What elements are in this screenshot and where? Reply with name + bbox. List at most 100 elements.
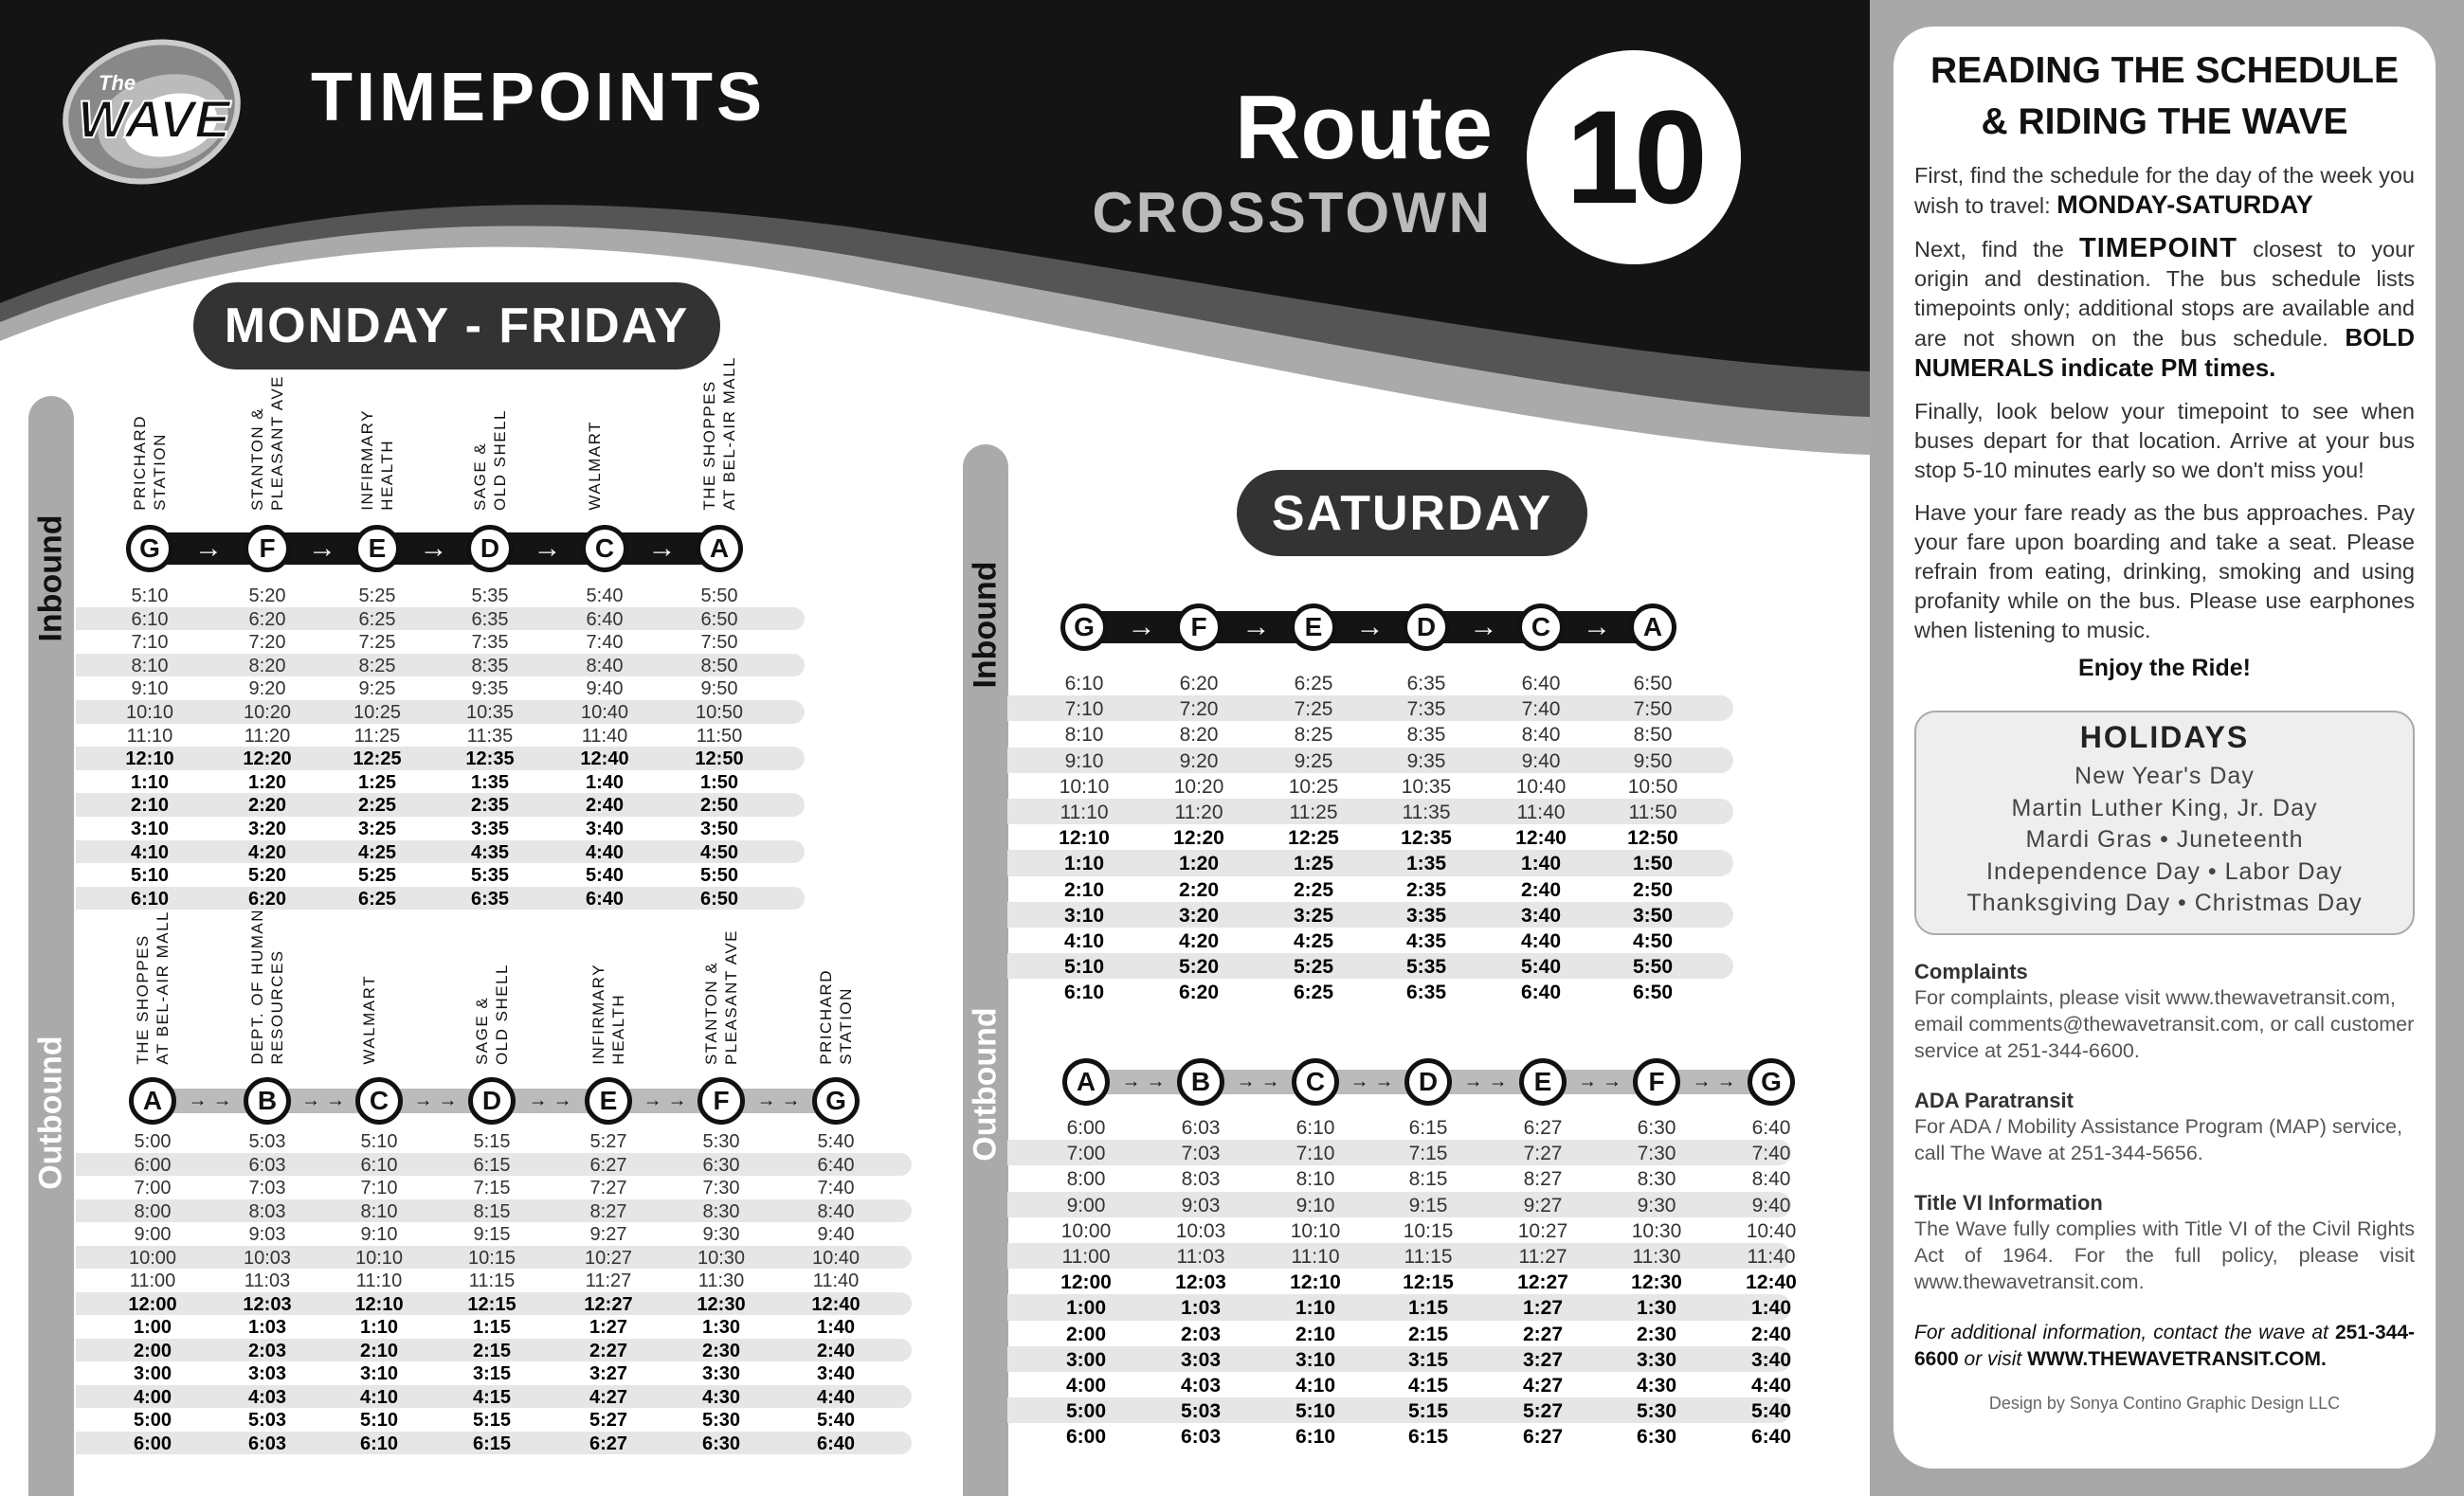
weekday-outbound-arrow-icon: → [667,1090,687,1111]
saturday-outbound-time-cell: 8:03 [1181,1168,1221,1191]
weekday-outbound-arrow-icon: → [413,1090,433,1111]
weekday-outbound-time-cell: 9:15 [473,1224,511,1245]
saturday-outbound-time-cell: 10:15 [1403,1219,1454,1242]
weekday-outbound-time-cell: 11:40 [812,1271,860,1291]
weekday-inbound-row-stripe [76,747,805,770]
contact-phone[interactable]: 251-344-6600 [1914,1321,2415,1370]
weekday-outbound-time-cell: 6:10 [360,1154,398,1176]
saturday-outbound-timepoint-c: C [1292,1058,1339,1106]
saturday-outbound-time-cell: 5:27 [1522,1400,1564,1423]
weekday-outbound-time-cell: 5:03 [248,1131,286,1152]
weekday-outbound-time-cell: 12:15 [467,1293,516,1315]
weekday-outbound-time-cell: 2:00 [133,1340,172,1361]
weekday-outbound-time-cell: 6:40 [816,1433,856,1454]
saturday-outbound-row-stripe [1007,1191,1791,1217]
saturday-outbound-label: Outbound [967,1007,1004,1162]
saturday-inbound-timepoint-a: A [1629,604,1676,651]
weekday-outbound-time-cell: 1:40 [816,1317,856,1338]
holiday-line: Thanksgiving Day • Christmas Day [1966,890,2363,916]
weekday-inbound-time-cell: 4:20 [247,841,287,863]
contact-website[interactable]: WWW.THEWAVETRANSIT.COM. [2027,1347,2327,1370]
weekday-inbound-time-cell: 12:10 [125,748,174,770]
saturday-outbound-time-cell: 11:30 [1632,1246,1681,1268]
saturday-inbound-time-cell: 6:50 [1632,982,1674,1004]
weekday-inbound-time-cell: 6:40 [586,608,624,630]
weekday-inbound-timepoint-a: A [696,525,743,572]
saturday-outbound-time-cell: 3:27 [1522,1348,1564,1371]
instruction-1: First, find the schedule for the day of … [1914,161,2415,221]
weekday-outbound-time-cell: 10:00 [128,1247,177,1269]
weekday-inbound-time-cell: 9:10 [131,678,169,700]
saturday-outbound-time-cell: 2:15 [1407,1323,1449,1345]
weekday-inbound-time-cell: 3:40 [585,819,625,839]
weekday-outbound-time-cell: 3:00 [133,1363,172,1384]
weekday-outbound-time-cell: 11:15 [468,1271,516,1291]
complaints-text: For complaints, please visit www.thewave… [1914,985,2415,1062]
saturday-outbound-time-cell: 5:30 [1636,1400,1677,1423]
saturday-outbound-time-cell: 5:15 [1407,1400,1449,1423]
weekday-outbound-time-cell: 9:27 [589,1224,627,1245]
saturday-outbound-time-cell: 2:03 [1180,1323,1222,1345]
weekday-outbound-arrow-icon: → [188,1090,208,1111]
weekday-inbound-time-cell: 6:10 [131,608,169,630]
saturday-inbound-arrow-icon: → [1355,611,1385,642]
saturday-outbound-time-cell: 12:15 [1403,1271,1454,1294]
weekday-outbound-arrow-icon: → [301,1090,320,1111]
weekday-outbound-time-cell: 6:03 [247,1433,287,1454]
saturday-inbound-time-cell: 1:10 [1063,853,1105,875]
weekday-outbound-time-cell: 2:10 [359,1340,399,1361]
saturday-outbound-time-cell: 4:15 [1407,1375,1449,1397]
weekday-inbound-time-cell: 7:25 [358,632,396,654]
saturday-heading: SATURDAY [1237,470,1587,556]
saturday-outbound-row-stripe [1007,1243,1791,1270]
weekday-inbound-time-cell: 8:20 [248,655,286,676]
weekday-outbound-time-cell: 4:30 [701,1386,741,1408]
weekday-inbound-time-cell: 8:35 [471,655,509,676]
weekday-outbound-time-cell: 8:00 [134,1200,172,1222]
saturday-outbound-time-cell: 10:27 [1517,1219,1568,1242]
saturday-inbound-time-cell: 3:20 [1178,904,1220,927]
saturday-outbound-time-cell: 8:40 [1751,1168,1791,1191]
ada-text: For ADA / Mobility Assistance Program (M… [1914,1114,2402,1164]
weekday-outbound-time-cell: 11:00 [129,1271,176,1291]
saturday-inbound-time-cell: 2:25 [1293,878,1334,901]
timepoints-title: TIMEPOINTS [311,60,767,135]
saturday-outbound-time-cell: 6:03 [1181,1117,1221,1139]
weekday-inbound-time-cell: 11:40 [581,725,628,747]
info-title: READING THE SCHEDULE & RIDING THE WAVE [1914,45,2415,148]
saturday-outbound-timepoint-f: F [1633,1058,1680,1106]
weekday-inbound-arrow-icon: → [308,532,336,564]
saturday-inbound-time-cell: 5:25 [1293,956,1334,979]
weekday-inbound-time-cell: 3:10 [130,819,170,839]
saturday-outbound-row-stripe [1007,1345,1791,1372]
saturday-outbound-time-cell: 4:03 [1180,1375,1222,1397]
weekday-inbound-stop-name: STANTON & PLEASANT AVE [248,374,286,511]
weekday-inbound-time-cell: 2:20 [247,795,287,817]
saturday-outbound-time-cell: 12:40 [1746,1271,1797,1294]
weekday-outbound-time-cell: 12:00 [128,1293,177,1315]
weekday-outbound-row-stripe [76,1245,912,1269]
weekday-inbound-stop-name: SAGE & OLD SHELL [471,408,509,511]
saturday-inbound-time-cell: 10:50 [1627,775,1678,798]
saturday-outbound-time-cell: 12:27 [1517,1271,1568,1294]
saturday-inbound-time-cell: 3:40 [1520,904,1562,927]
weekday-outbound-time-cell: 2:40 [816,1340,856,1361]
weekday-outbound-time-cell: 6:15 [473,1154,511,1176]
weekday-outbound-time-cell: 12:03 [243,1293,292,1315]
saturday-inbound-time-cell: 10:35 [1401,775,1452,798]
weekday-inbound-time-cell: 3:35 [470,819,510,839]
weekday-outbound-time-cell: 1:15 [472,1317,512,1338]
weekday-outbound-time-cell: 7:15 [473,1178,511,1199]
saturday-inbound-time-cell: 8:10 [1064,724,1104,747]
weekday-inbound-time-cell: 2:25 [357,795,397,817]
saturday-outbound-timepoint-g: G [1748,1058,1795,1106]
weekday-outbound-arrow-icon: → [781,1090,801,1111]
weekday-outbound-time-cell: 10:30 [697,1247,746,1269]
saturday-inbound-timepoint-f: F [1175,604,1223,651]
weekday-inbound-time-cell: 5:35 [470,865,510,887]
weekday-inbound-time-cell: 3:50 [699,819,739,839]
saturday-inbound-time-cell: 5:50 [1632,956,1674,979]
weekday-outbound-time-cell: 5:15 [473,1131,511,1152]
holiday-line: Independence Day • Labor Day [1986,857,2343,885]
weekday-outbound-time-cell: 2:30 [701,1340,741,1361]
